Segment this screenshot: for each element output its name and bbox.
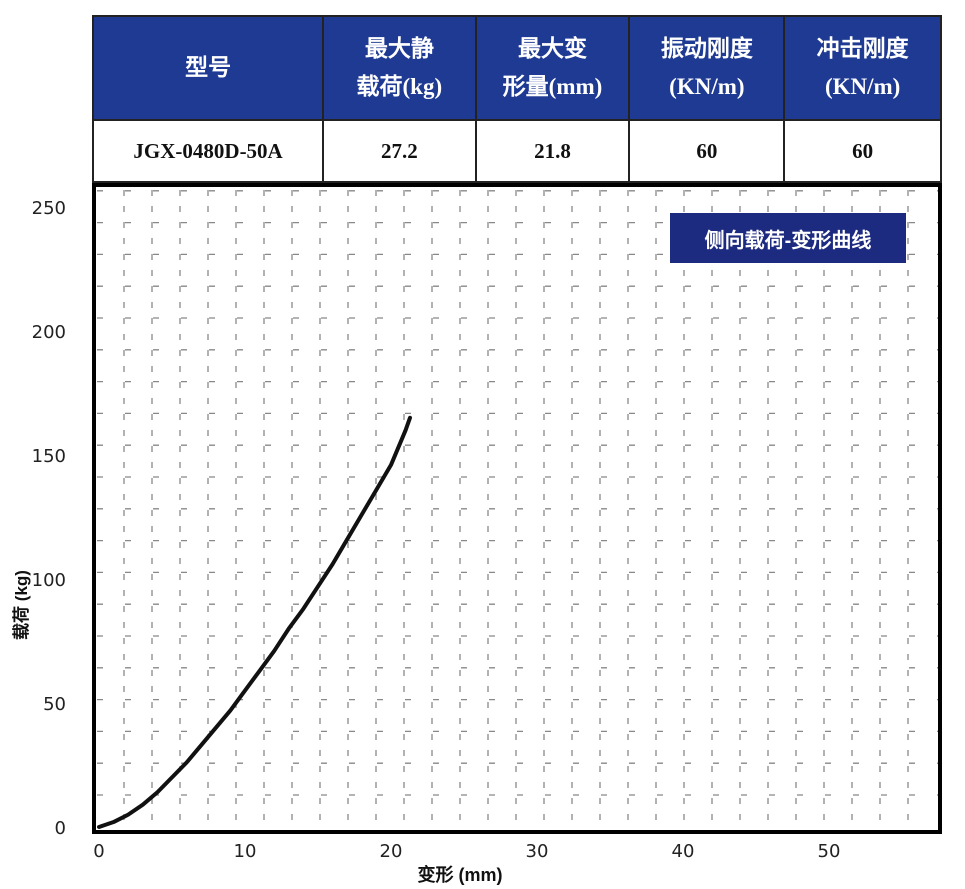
header-line: 冲击刚度 — [816, 36, 909, 61]
header-line: 振动刚度 — [660, 36, 753, 61]
x-axis-label: 变形 (mm) — [418, 864, 503, 885]
y-tick-label: 0 — [55, 818, 66, 839]
plot-frame — [92, 183, 942, 834]
x-tick-label: 0 — [93, 841, 104, 862]
table-cell: 60 — [783, 119, 942, 183]
x-tick-label: 20 — [380, 841, 403, 862]
header-line: 形量(mm) — [502, 74, 603, 99]
header-line: 最大变 — [517, 36, 587, 61]
column-header: 振动刚度 (KN/m) — [628, 15, 786, 121]
header-line: 型号 — [185, 55, 232, 80]
column-header: 最大变形量(mm) — [474, 15, 631, 121]
y-tick-label: 200 — [32, 322, 66, 343]
header-line: 最大静 — [364, 36, 434, 61]
header-line: (KN/m) — [669, 74, 745, 99]
column-header: 型号 — [91, 15, 325, 121]
y-tick-label: 100 — [32, 570, 66, 591]
header-line: (KN/m) — [824, 74, 901, 99]
column-header: 冲击刚度 (KN/m) — [783, 15, 942, 121]
table-cell: 27.2 — [322, 119, 477, 183]
column-header: 最大静载荷(kg) — [322, 15, 477, 121]
header-line: 载荷(kg) — [356, 74, 443, 99]
x-tick-label: 10 — [234, 841, 257, 862]
y-tick-label: 50 — [43, 694, 66, 715]
table-cell: 60 — [628, 119, 786, 183]
y-tick-label: 150 — [32, 446, 66, 467]
spec-table: 型号 最大静 载荷(kg) 最大变 形量(mm) 振动刚度 (KN/m) 冲击刚度 (KN/m)… — [91, 15, 942, 183]
chart-title-legend: 侧向载荷-变形曲线 — [670, 213, 906, 263]
x-tick-label: 30 — [526, 841, 549, 862]
y-tick-label: 250 — [32, 198, 66, 219]
table-cell: JGX-0480D-50A — [91, 119, 325, 183]
table-cell: 21.8 — [474, 119, 631, 183]
x-tick-label: 40 — [672, 841, 695, 862]
x-tick-label: 50 — [818, 841, 841, 862]
y-axis-label: 载荷 (kg) — [11, 570, 31, 640]
load-curve-line — [97, 415, 412, 829]
